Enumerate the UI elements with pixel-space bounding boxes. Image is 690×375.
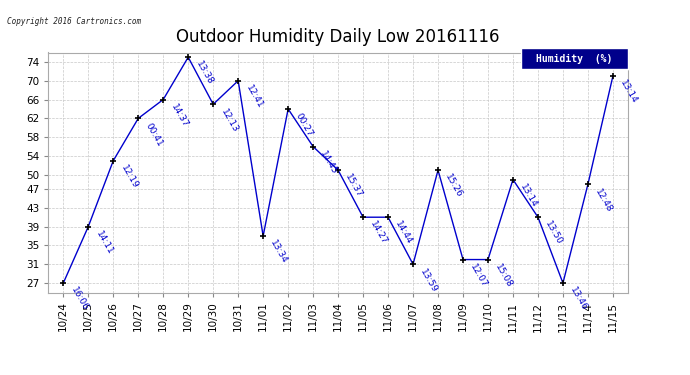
Text: 12:48: 12:48 — [593, 187, 614, 214]
Text: 12:07: 12:07 — [469, 262, 489, 289]
Text: 15:37: 15:37 — [344, 173, 364, 200]
Text: 00:27: 00:27 — [294, 112, 315, 138]
Text: 13:59: 13:59 — [419, 267, 440, 294]
Text: 15:08: 15:08 — [493, 262, 514, 289]
Text: 12:13: 12:13 — [219, 107, 239, 134]
Text: 14:11: 14:11 — [94, 230, 115, 256]
Text: 14:45: 14:45 — [319, 149, 339, 176]
Text: 13:50: 13:50 — [544, 220, 564, 247]
Text: 12:41: 12:41 — [244, 84, 264, 110]
Text: 14:44: 14:44 — [393, 220, 414, 247]
Text: 15:26: 15:26 — [444, 173, 464, 200]
Text: 13:14: 13:14 — [518, 182, 539, 209]
Text: Copyright 2016 Cartronics.com: Copyright 2016 Cartronics.com — [7, 17, 141, 26]
Text: 13:14: 13:14 — [618, 79, 639, 106]
Text: 13:38: 13:38 — [194, 60, 215, 87]
Title: Outdoor Humidity Daily Low 20161116: Outdoor Humidity Daily Low 20161116 — [177, 28, 500, 46]
Text: 16:06: 16:06 — [69, 286, 90, 313]
Text: 12:19: 12:19 — [119, 164, 139, 190]
Text: 14:37: 14:37 — [169, 102, 190, 129]
Text: 00:41: 00:41 — [144, 121, 164, 148]
Text: 13:46: 13:46 — [569, 286, 589, 313]
Text: 13:34: 13:34 — [268, 239, 289, 266]
Text: 14:27: 14:27 — [368, 220, 389, 247]
